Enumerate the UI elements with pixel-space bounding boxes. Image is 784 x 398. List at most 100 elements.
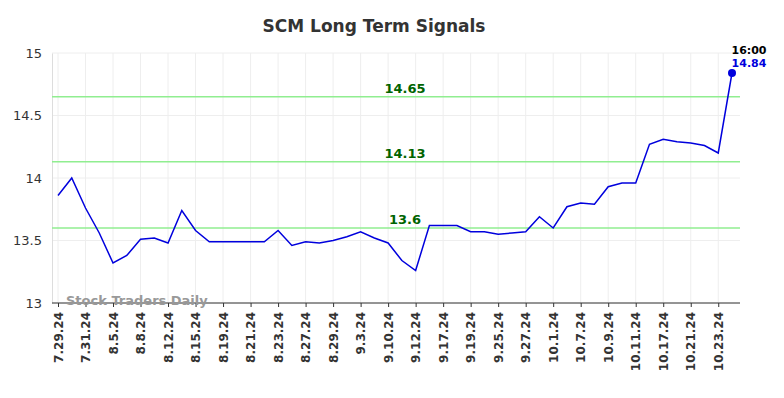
- x-grid-line: [663, 53, 664, 303]
- x-tick-mark: [388, 303, 389, 307]
- x-tick-label: 9.17.24: [437, 312, 451, 363]
- x-tick-label: 8.19.24: [217, 312, 231, 363]
- y-tick: 14.5: [13, 108, 52, 123]
- x-grid-line: [168, 53, 169, 303]
- x-tick-mark: [663, 303, 664, 307]
- y-tick-label: 15: [25, 46, 42, 61]
- x-tick-mark: [223, 303, 224, 307]
- x-grid-line: [443, 53, 444, 303]
- x-tick-mark: [333, 303, 334, 307]
- x-tick-mark: [636, 303, 637, 307]
- signal-line: [52, 161, 740, 163]
- x-grid-line: [333, 53, 334, 303]
- x-tick: 10.11.24: [629, 303, 643, 371]
- x-grid-line: [690, 53, 691, 303]
- x-grid-line: [85, 53, 86, 303]
- x-tick-mark: [251, 303, 252, 307]
- x-tick: 9.27.24: [519, 303, 533, 363]
- x-tick: 10.1.24: [547, 303, 561, 363]
- x-tick-label: 8.15.24: [189, 312, 203, 363]
- x-tick: 10.23.24: [712, 303, 726, 371]
- x-tick: 9.19.24: [464, 303, 478, 363]
- x-grid-line: [718, 53, 719, 303]
- x-tick-label: 9.10.24: [382, 312, 396, 363]
- x-tick-label: 7.31.24: [79, 312, 93, 363]
- x-tick-mark: [306, 303, 307, 307]
- x-tick-label: 10.7.24: [574, 312, 588, 363]
- x-grid-line: [525, 53, 526, 303]
- x-grid-line: [635, 53, 636, 303]
- x-tick-label: 10.1.24: [547, 312, 561, 363]
- chart: SCM Long Term Signals1313.51414.5157.29.…: [0, 0, 784, 398]
- x-tick-mark: [718, 303, 719, 307]
- x-tick: 9.10.24: [382, 303, 396, 363]
- x-tick: 10.7.24: [574, 303, 588, 363]
- x-tick-label: 9.12.24: [409, 312, 423, 363]
- x-tick-label: 8.27.24: [299, 312, 313, 363]
- x-tick-label: 9.25.24: [492, 312, 506, 363]
- last-time: 16:00: [731, 44, 766, 57]
- x-grid-line: [580, 53, 581, 303]
- x-tick-label: 8.12.24: [162, 312, 176, 363]
- x-tick-mark: [361, 303, 362, 307]
- y-tick: 13.5: [13, 233, 52, 248]
- x-tick: 9.3.24: [354, 303, 368, 355]
- x-tick-mark: [58, 303, 59, 307]
- x-tick: 8.8.24: [134, 303, 148, 355]
- y-tick-label: 14.5: [13, 108, 42, 123]
- x-tick-mark: [691, 303, 692, 307]
- x-tick-mark: [471, 303, 472, 307]
- x-tick-label: 10.17.24: [657, 312, 671, 371]
- y-grid-line: [52, 240, 740, 241]
- x-tick-label: 8.5.24: [107, 312, 121, 355]
- x-tick: 8.19.24: [217, 303, 231, 363]
- x-grid-line: [470, 53, 471, 303]
- x-tick-label: 8.8.24: [134, 312, 148, 355]
- y-tick-label: 13: [25, 296, 42, 311]
- x-tick-label: 9.19.24: [464, 312, 478, 363]
- x-grid-line: [553, 53, 554, 303]
- x-grid-line: [250, 53, 251, 303]
- signal-label: 14.65: [384, 81, 425, 96]
- last-point: [728, 69, 736, 77]
- x-grid-line: [498, 53, 499, 303]
- x-tick-label: 9.3.24: [354, 312, 368, 355]
- x-grid-line: [360, 53, 361, 303]
- x-tick-mark: [526, 303, 527, 307]
- x-grid-line: [608, 53, 609, 303]
- x-tick: 8.27.24: [299, 303, 313, 363]
- x-tick-mark: [553, 303, 554, 307]
- signal-line: [52, 96, 740, 98]
- x-tick: 8.21.24: [244, 303, 258, 363]
- x-tick: 10.21.24: [684, 303, 698, 371]
- x-tick-label: 9.27.24: [519, 312, 533, 363]
- x-tick-label: 7.29.24: [52, 312, 66, 363]
- x-grid-line: [195, 53, 196, 303]
- x-tick: 10.17.24: [657, 303, 671, 371]
- x-tick-label: 10.9.24: [602, 312, 616, 363]
- x-tick-label: 8.21.24: [244, 312, 258, 363]
- x-grid-line: [58, 53, 59, 303]
- x-tick-mark: [416, 303, 417, 307]
- y-tick: 13: [25, 296, 52, 311]
- x-tick: 9.12.24: [409, 303, 423, 363]
- x-tick: 8.12.24: [162, 303, 176, 363]
- x-axis: 7.29.24 7.31.24 8.5.24 8.8.24 8.12.24 8.15.24…: [52, 303, 740, 371]
- x-grid-line: [305, 53, 306, 303]
- x-tick: 9.17.24: [437, 303, 451, 363]
- y-axis: 1313.51414.515: [13, 46, 52, 311]
- x-tick-mark: [278, 303, 279, 307]
- x-tick-label: 10.21.24: [684, 312, 698, 371]
- x-tick-label: 8.29.24: [327, 312, 341, 363]
- x-tick: 8.23.24: [272, 303, 286, 363]
- x-tick: 8.5.24: [107, 303, 121, 355]
- y-grid-line: [52, 53, 740, 54]
- x-tick-label: 10.11.24: [629, 312, 643, 371]
- x-tick-mark: [443, 303, 444, 307]
- x-tick-label: 8.23.24: [272, 312, 286, 363]
- x-tick: 10.9.24: [602, 303, 616, 363]
- watermark: Stock Traders Daily: [66, 293, 208, 308]
- signal-line: [52, 227, 740, 229]
- x-grid-line: [140, 53, 141, 303]
- signal-label: 14.13: [384, 146, 425, 161]
